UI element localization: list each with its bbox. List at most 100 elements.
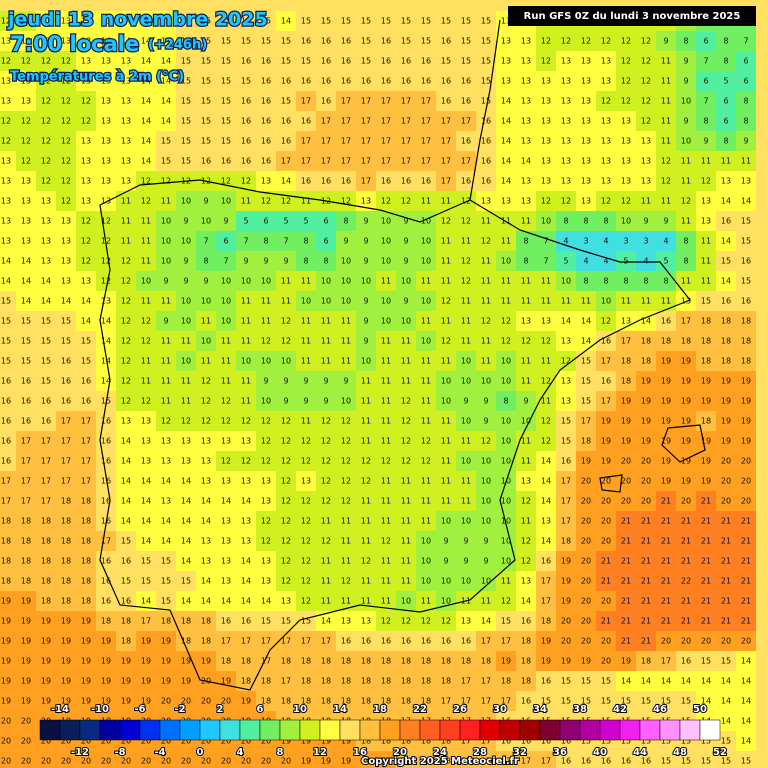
temp-value: 15 xyxy=(181,77,191,86)
temp-cell xyxy=(136,71,156,91)
temp-value: 18 xyxy=(361,657,371,666)
temp-cell xyxy=(716,551,736,571)
temp-value: 9 xyxy=(443,537,448,546)
temp-value: 16 xyxy=(601,757,611,766)
temp-value: 19 xyxy=(21,597,31,606)
temp-value: 18 xyxy=(281,657,291,666)
temp-cell xyxy=(56,751,76,768)
temp-cell xyxy=(236,371,256,391)
temp-cell xyxy=(336,91,356,111)
temp-value: 16 xyxy=(321,57,331,66)
temp-cell xyxy=(696,691,716,711)
temp-cell xyxy=(456,751,476,768)
temp-cell xyxy=(0,191,16,211)
temp-cell xyxy=(656,591,676,611)
temp-cell xyxy=(736,171,756,191)
temp-value: 12 xyxy=(141,177,151,186)
temp-cell xyxy=(96,191,116,211)
temp-cell xyxy=(556,151,576,171)
temp-value: 17 xyxy=(481,637,491,646)
temp-value: 16 xyxy=(221,617,231,626)
temp-cell xyxy=(476,411,496,431)
temp-cell xyxy=(256,171,276,191)
temp-cell xyxy=(56,31,76,51)
temp-cell xyxy=(156,351,176,371)
temp-value: 15 xyxy=(701,737,711,746)
temp-cell xyxy=(276,251,296,271)
temp-value: 8 xyxy=(303,237,308,246)
temp-value: 15 xyxy=(201,57,211,66)
temp-cell xyxy=(416,531,436,551)
temp-cell xyxy=(376,431,396,451)
temp-value: 19 xyxy=(621,657,631,666)
temp-value: 13 xyxy=(561,57,571,66)
temp-value: 13 xyxy=(561,337,571,346)
temp-value: 18 xyxy=(81,557,91,566)
temp-value: 9 xyxy=(283,397,288,406)
temp-value: 11 xyxy=(661,77,671,86)
temp-cell xyxy=(736,371,756,391)
temp-value: 8 xyxy=(343,217,348,226)
temp-cell xyxy=(716,591,736,611)
temp-cell xyxy=(0,331,16,351)
temp-value: 14 xyxy=(141,497,151,506)
temp-value: 15 xyxy=(181,157,191,166)
temp-cell xyxy=(216,591,236,611)
temp-value: 13 xyxy=(261,477,271,486)
temp-value: 18 xyxy=(1,577,11,586)
temp-cell xyxy=(96,271,116,291)
temp-value: 14 xyxy=(21,297,31,306)
temp-value: 19 xyxy=(41,637,51,646)
temp-cell xyxy=(376,551,396,571)
temp-value: 10 xyxy=(261,357,271,366)
temp-cell xyxy=(736,511,756,531)
temp-cell xyxy=(396,671,416,691)
temp-cell xyxy=(176,11,196,31)
temp-value: 10 xyxy=(421,537,431,546)
temp-cell xyxy=(76,371,96,391)
temp-cell xyxy=(496,511,516,531)
temp-cell xyxy=(156,491,176,511)
temp-cell xyxy=(496,311,516,331)
temp-value: 9 xyxy=(263,377,268,386)
temp-value: 5 xyxy=(723,77,728,86)
temp-value: 14 xyxy=(741,697,751,706)
temp-cell xyxy=(376,91,396,111)
temp-cell xyxy=(56,531,76,551)
temp-cell xyxy=(396,611,416,631)
temp-value: 11 xyxy=(701,157,711,166)
temp-value: 11 xyxy=(461,317,471,326)
temp-cell xyxy=(36,411,56,431)
scale-label: 14 xyxy=(333,704,347,715)
temp-value: 18 xyxy=(441,657,451,666)
temp-value: 14 xyxy=(201,597,211,606)
temp-value: 18 xyxy=(421,677,431,686)
temp-value: 12 xyxy=(261,437,271,446)
temp-value: 9 xyxy=(303,397,308,406)
temp-cell xyxy=(356,31,376,51)
temp-value: 11 xyxy=(141,377,151,386)
scale-swatch xyxy=(199,719,221,741)
temp-value: 11 xyxy=(441,317,451,326)
temp-value: 11 xyxy=(341,537,351,546)
temp-cell xyxy=(536,431,556,451)
temp-value: 20 xyxy=(641,457,651,466)
temp-value: 13 xyxy=(581,77,591,86)
temp-cell xyxy=(276,331,296,351)
temp-cell xyxy=(516,551,536,571)
temp-cell xyxy=(36,191,56,211)
temp-cell xyxy=(616,651,636,671)
temp-cell xyxy=(316,671,336,691)
temp-cell xyxy=(196,411,216,431)
temp-value: 5 xyxy=(623,257,628,266)
temp-value: 14 xyxy=(501,177,511,186)
temp-value: 11 xyxy=(641,197,651,206)
scale-swatch xyxy=(619,719,641,741)
temp-value: 11 xyxy=(441,497,451,506)
temp-value: 11 xyxy=(521,357,531,366)
temp-value: 20 xyxy=(1,717,11,726)
temp-cell xyxy=(436,591,456,611)
temp-value: 12 xyxy=(481,317,491,326)
temp-cell xyxy=(656,571,676,591)
temp-cell xyxy=(456,271,476,291)
